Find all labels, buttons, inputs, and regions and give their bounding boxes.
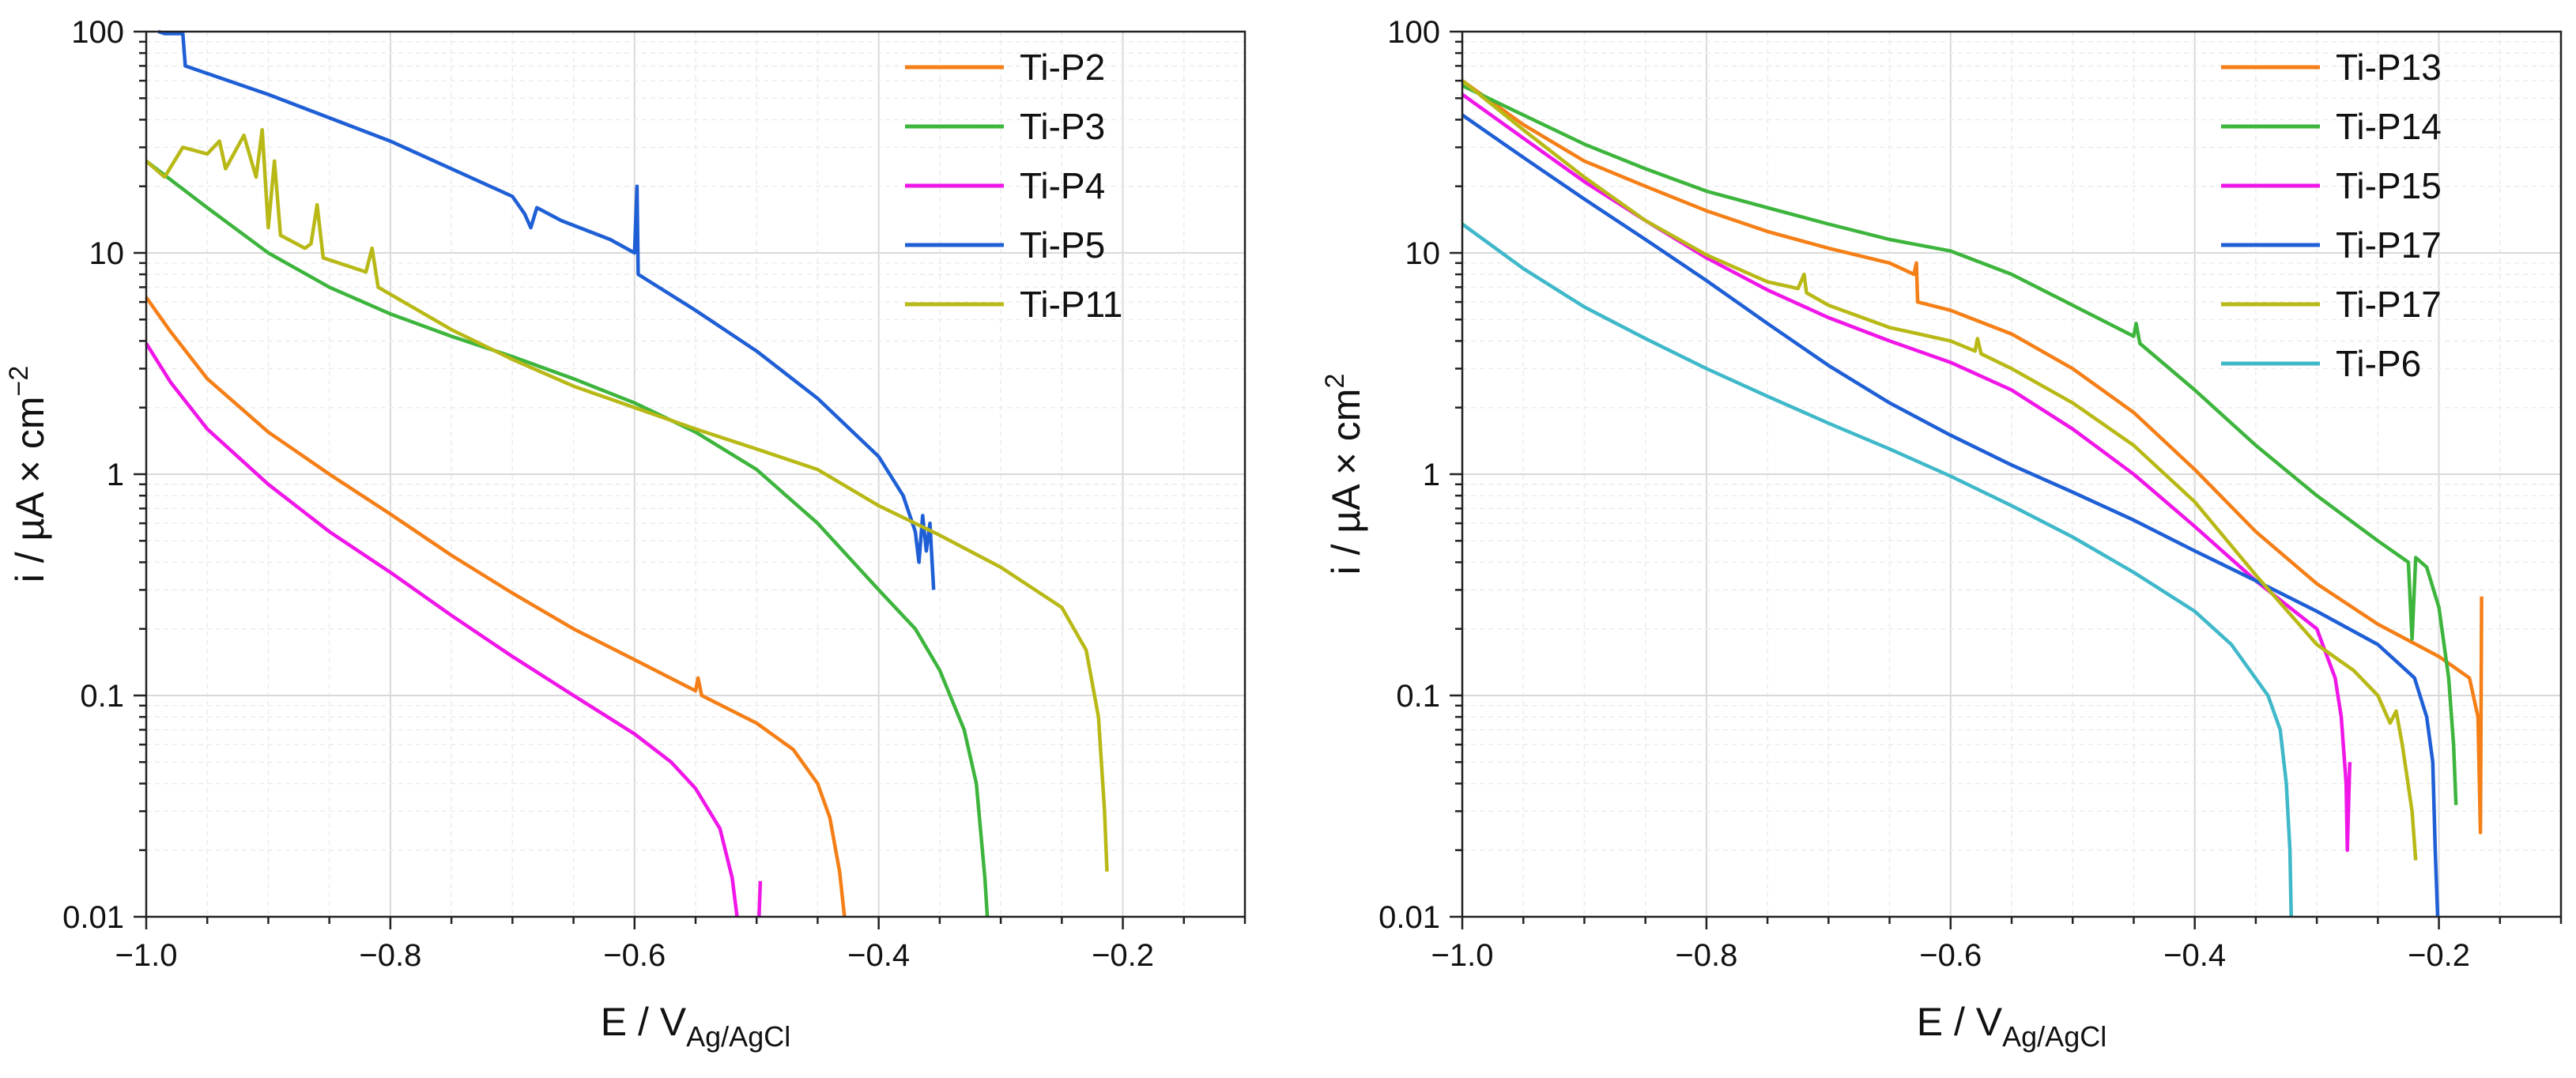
x-tick-label: −0.8 xyxy=(1675,938,1737,973)
x-axis-label-sub: Ag/AgCl xyxy=(686,1020,790,1053)
series-group-left xyxy=(145,29,1109,918)
legend-left: Ti-P2 Ti-P3 Ti-P4 Ti-P5 Ti-P11 xyxy=(905,47,1122,325)
series-line-ti-p4-tail xyxy=(757,880,763,918)
x-tick-label: −0.2 xyxy=(1092,938,1154,973)
legend-label: Ti-P17 xyxy=(2336,224,2442,266)
legend-right: Ti-P13 Ti-P14 Ti-P15 Ti-P17 Ti-P17 Ti-P6 xyxy=(2221,47,2442,384)
legend-label: Ti-P3 xyxy=(1020,106,1105,147)
series-line-ti-p6 xyxy=(1461,222,2293,918)
x-axis-label-main: E / V xyxy=(601,1000,687,1044)
x-axis-label-main: E / V xyxy=(1917,1000,2003,1044)
y-tick-label: 1 xyxy=(107,458,124,492)
series-line-ti-p17 xyxy=(1461,79,2418,861)
legend-label: Ti-P5 xyxy=(1020,224,1105,266)
x-tick-label: −1.0 xyxy=(115,938,178,973)
y-tick-label: 0.01 xyxy=(62,900,124,935)
series-line-ti-p2 xyxy=(145,296,847,918)
grid-right xyxy=(1461,32,2562,918)
series-line-ti-p11 xyxy=(145,127,1109,872)
y-tick-label: 1 xyxy=(1423,458,1440,492)
x-tick-label: −0.6 xyxy=(1919,938,1982,973)
series-line-ti-p13 xyxy=(1461,79,2484,835)
x-axis-label: E / VAg/AgCl xyxy=(601,1000,790,1053)
legend-label: Ti-P13 xyxy=(2336,47,2442,88)
legend-label: Ti-P6 xyxy=(2336,343,2421,384)
y-axis-label-main: i / µA × cm xyxy=(1324,389,1368,575)
x-tick-label: −1.0 xyxy=(1431,938,1494,973)
legend-label: Ti-P2 xyxy=(1020,47,1105,88)
x-tick-label: −0.4 xyxy=(847,938,910,973)
x-axis-label: E / VAg/AgCl xyxy=(1917,1000,2106,1053)
series-line-ti-p4 xyxy=(145,342,739,918)
legend-label: Ti-P14 xyxy=(2336,106,2442,147)
y-tick-label: 0.1 xyxy=(1396,679,1440,714)
y-tick-label: 10 xyxy=(89,236,125,271)
legend-label: Ti-P4 xyxy=(1020,165,1105,206)
plot-left: −1.0 −0.8 −0.6 −0.4 −0.2 0.01 0.1 1 10 100 E / VAg… xyxy=(4,15,1247,1053)
y-tick-label: 0.1 xyxy=(80,679,124,714)
y-axis-label-sup: −2 xyxy=(4,366,34,397)
x-tick-label: −0.2 xyxy=(2408,938,2470,973)
series-line-ti-p14 xyxy=(1461,84,2458,805)
y-axis-label: i / µA × cm2 xyxy=(1320,374,1368,575)
legend-label: Ti-P15 xyxy=(2336,165,2442,206)
series-line-ti-p17 xyxy=(1461,113,2440,918)
series-line-ti-p3 xyxy=(145,160,990,918)
series-group-right xyxy=(1461,79,2484,918)
y-tick-label: 10 xyxy=(1405,236,1441,271)
legend-label: Ti-P17 xyxy=(2336,284,2442,325)
y-axis-label-main: i / µA × cm xyxy=(8,396,52,582)
x-axis-label-sub: Ag/AgCl xyxy=(2002,1020,2106,1053)
series-line-ti-p5 xyxy=(157,29,936,590)
x-tick-label: −0.4 xyxy=(2163,938,2226,973)
y-tick-label: 0.01 xyxy=(1379,900,1440,935)
y-axis-label-sup: 2 xyxy=(1320,374,1350,389)
x-tick-label: −0.6 xyxy=(603,938,666,973)
grid-left xyxy=(145,32,1246,918)
y-axis-label: i / µA × cm−2 xyxy=(4,366,52,583)
y-tick-label: 100 xyxy=(71,15,124,50)
plot-right: −1.0 −0.8 −0.6 −0.4 −0.2 0.01 0.1 1 10 100 E / VAg… xyxy=(1320,15,2563,1053)
x-tick-label: −0.8 xyxy=(359,938,421,973)
y-tick-label: 100 xyxy=(1387,15,1440,50)
legend-label: Ti-P11 xyxy=(1020,284,1122,325)
